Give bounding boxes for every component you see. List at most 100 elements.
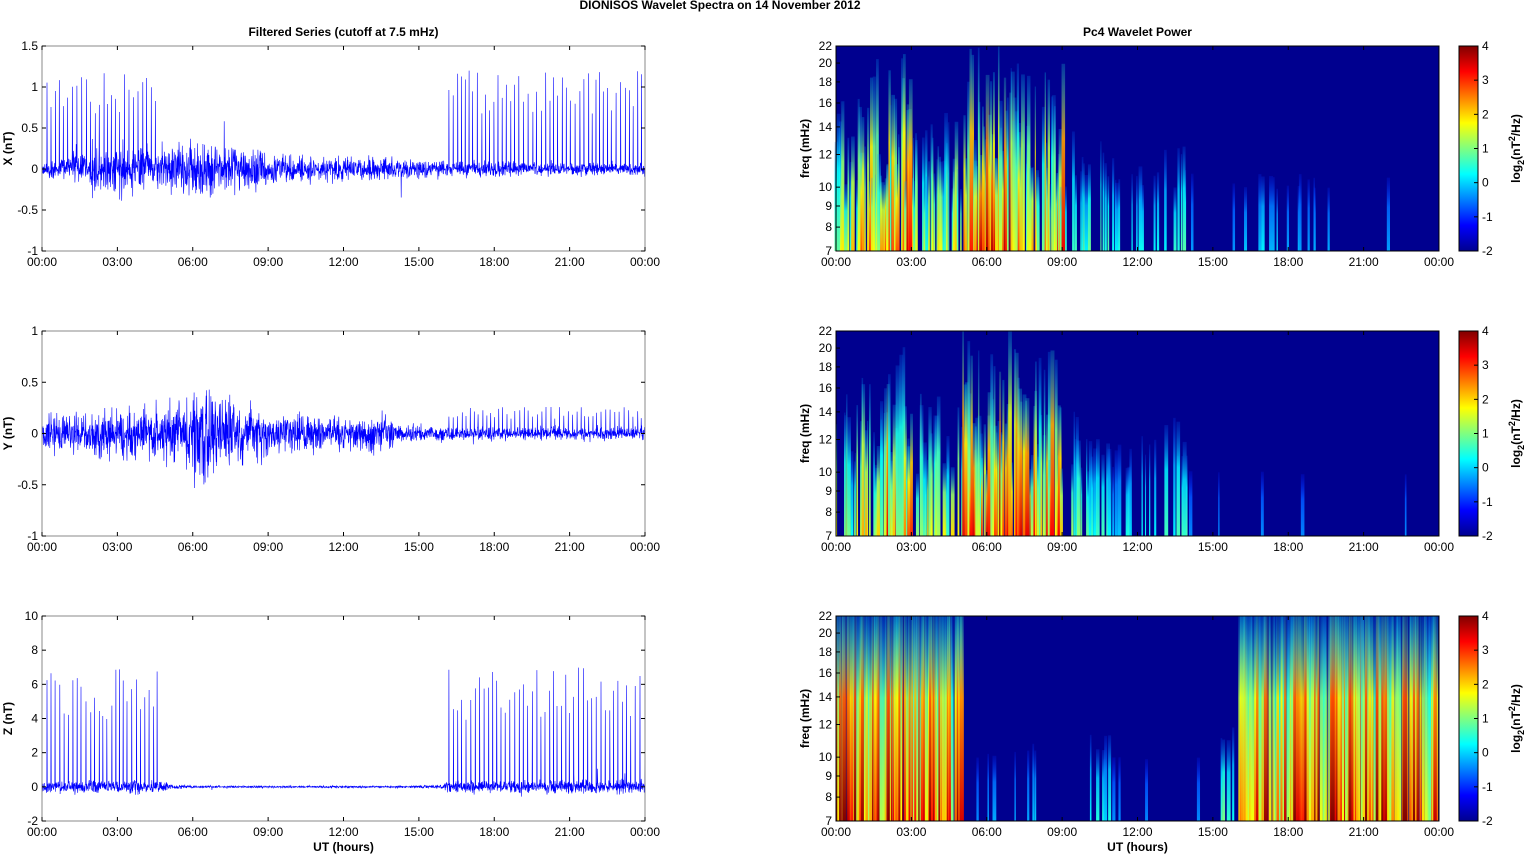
power-streak (902, 54, 906, 252)
power-streak (886, 165, 890, 251)
power-streak (888, 70, 891, 251)
x-tick-label: 00:00 (630, 540, 660, 554)
power-streak (871, 616, 875, 821)
power-streak (877, 154, 881, 251)
x-tick-label: 15:00 (1198, 540, 1228, 554)
power-streak (912, 137, 915, 251)
power-streak (968, 393, 972, 536)
power-streak (1405, 616, 1408, 821)
power-streak (957, 407, 960, 536)
x-tick-label: 06:00 (178, 255, 208, 269)
power-streak (1071, 464, 1074, 536)
y-tick-label: 16 (819, 381, 833, 395)
power-streak (1029, 168, 1033, 251)
colorbar-tick-label: 2 (1482, 107, 1489, 121)
x-axis-label: UT (hours) (313, 840, 374, 854)
y-axis-label: freq (mHz) (798, 689, 812, 748)
y-axis-label: freq (mHz) (798, 404, 812, 463)
y-axis-label: Z (nT) (1, 702, 15, 735)
power-streak (869, 616, 873, 821)
power-streak (1402, 616, 1406, 821)
y-axis-label: freq (mHz) (798, 119, 812, 178)
power-streak (1218, 472, 1220, 536)
y-axis-label: Y (nT) (1, 417, 15, 451)
power-streak (1127, 466, 1131, 536)
power-streak (908, 616, 911, 821)
power-streak (1378, 616, 1381, 821)
power-streak (1280, 616, 1284, 821)
label-superscript: 2 (1507, 421, 1517, 426)
x-tick-label: 00:00 (821, 825, 851, 839)
power-streak (1140, 185, 1144, 251)
power-streak (1047, 351, 1051, 536)
power-streak (1263, 616, 1268, 821)
power-streak (924, 616, 928, 821)
power-streak (853, 616, 857, 821)
label-part: log (1509, 450, 1523, 468)
figure-title: DIONISOS Wavelet Spectra on 14 November … (580, 0, 861, 12)
power-streak (904, 181, 908, 251)
power-streak (1084, 175, 1089, 251)
power-streak (1301, 616, 1305, 821)
power-streak (1136, 175, 1138, 251)
power-streak (863, 616, 867, 821)
x-tick-label: 12:00 (328, 825, 358, 839)
power-streak (1269, 175, 1274, 251)
power-streak (888, 374, 891, 536)
power-streak (911, 178, 914, 251)
power-streak (1019, 147, 1022, 251)
power-streak (1226, 740, 1231, 821)
power-streak (1009, 92, 1012, 251)
power-streak (858, 106, 862, 252)
x-tick-label: 21:00 (555, 255, 585, 269)
power-streak (1273, 616, 1276, 821)
power-streak (1397, 616, 1402, 821)
power-streak (1176, 421, 1181, 536)
power-streak (1014, 111, 1019, 252)
power-streak (1022, 394, 1027, 536)
power-streak (1057, 405, 1061, 536)
power-streak (1005, 110, 1008, 251)
power-streak (1313, 187, 1316, 251)
power-streak (900, 616, 903, 821)
power-streak (1086, 439, 1088, 536)
power-streak (861, 384, 866, 536)
power-streak (977, 415, 982, 536)
power-streak (861, 616, 865, 821)
label-part: log (1509, 735, 1523, 753)
power-streak (950, 467, 955, 536)
colorbar-tick-label: -1 (1482, 495, 1493, 509)
power-streak (883, 184, 886, 251)
power-streak (1327, 616, 1329, 821)
power-streak (839, 616, 841, 821)
power-streak (891, 94, 895, 251)
power-streak (1276, 188, 1278, 251)
power-streak (1258, 174, 1262, 251)
power-streak (884, 388, 887, 536)
x-tick-label: 00:00 (630, 825, 660, 839)
x-tick-label: 03:00 (102, 255, 132, 269)
power-streak (1045, 142, 1048, 251)
power-streak (956, 616, 960, 821)
power-streak (898, 147, 900, 251)
power-streak (1049, 184, 1051, 251)
power-streak (902, 616, 904, 821)
x-tick-label: 00:00 (630, 255, 660, 269)
power-streak (906, 104, 910, 251)
power-streak (907, 446, 911, 536)
power-streak (876, 445, 881, 536)
power-streak (1118, 179, 1121, 251)
power-streak (1027, 75, 1031, 251)
label-subscript: 2 (1516, 445, 1525, 450)
power-streak (990, 354, 994, 536)
x-tick-label: 06:00 (972, 540, 1002, 554)
power-streak (1114, 182, 1119, 251)
x-tick-label: 03:00 (896, 825, 926, 839)
power-streak (1384, 616, 1389, 821)
x-tick-label: 18:00 (479, 540, 509, 554)
power-streak (933, 616, 935, 821)
power-streak (938, 616, 941, 821)
y-tick-label: 16 (819, 666, 833, 680)
power-streak (1118, 757, 1121, 821)
power-streak (1186, 455, 1188, 536)
